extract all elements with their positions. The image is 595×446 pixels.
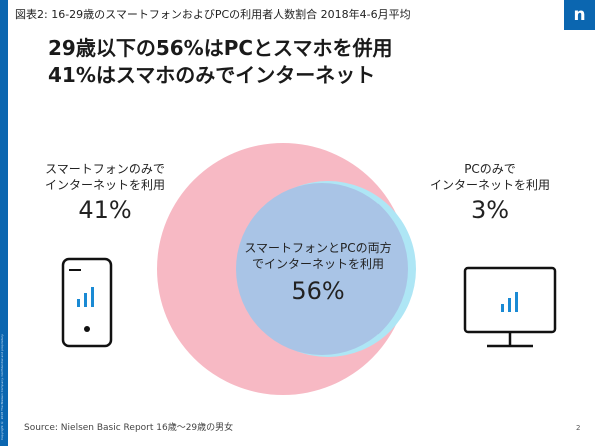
brand-side-bar: [0, 0, 8, 446]
figure-subtitle: 図表2: 16-29歳のスマートフォンおよびPCの利用者人数割合 2018年4-…: [15, 8, 411, 21]
headline-line-1: 29歳以下の56%はPCとスマホを併用: [48, 36, 393, 60]
smartphone-icon: [61, 257, 113, 348]
both-text-2: でインターネットを利用: [251, 257, 384, 271]
pc-only-text-1: PCのみで: [464, 162, 516, 176]
source-note: Source: Nielsen Basic Report 16歳～29歳の男女: [24, 423, 234, 433]
headline-line-2: 41%はスマホのみでインターネット: [48, 63, 376, 87]
page-number: 2: [576, 424, 581, 432]
overlap-region: [236, 183, 408, 355]
smartphone-only-text-2: インターネットを利用: [44, 178, 165, 192]
both-devices-label: スマートフォンとPCの両方 でインターネットを利用 56%: [218, 240, 418, 306]
both-percent: 56%: [291, 277, 345, 305]
desktop-monitor-icon: [463, 266, 557, 348]
pc-only-label: PCのみで インターネットを利用 3%: [410, 161, 570, 225]
smartphone-only-text-1: スマートフォンのみで: [45, 162, 165, 176]
pc-only-percent: 3%: [470, 196, 510, 224]
both-text-1: スマートフォンとPCの両方: [244, 241, 392, 255]
pc-only-text-2: インターネットを利用: [429, 178, 550, 192]
smartphone-only-label: スマートフォンのみで インターネットを利用 41%: [40, 161, 170, 225]
smartphone-only-percent: 41%: [78, 196, 132, 224]
nielsen-logo: n: [564, 0, 595, 30]
overlap-edge: [377, 203, 408, 335]
